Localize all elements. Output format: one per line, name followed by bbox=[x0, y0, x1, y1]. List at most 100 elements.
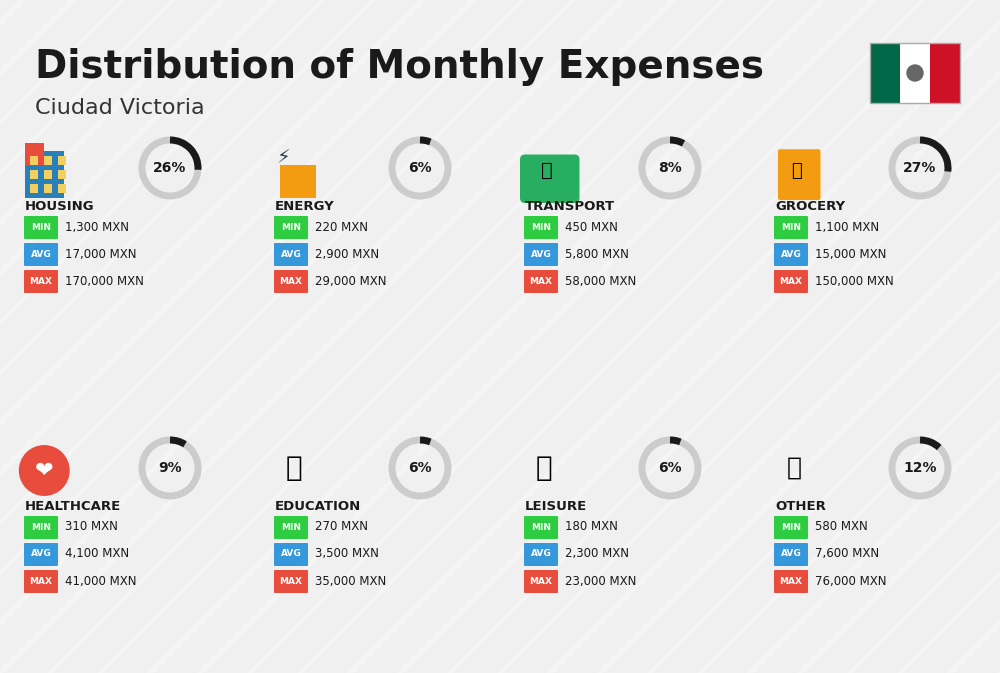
FancyBboxPatch shape bbox=[870, 43, 900, 103]
Text: 23,000 MXN: 23,000 MXN bbox=[565, 575, 636, 588]
Text: Distribution of Monthly Expenses: Distribution of Monthly Expenses bbox=[35, 48, 764, 86]
Text: 8%: 8% bbox=[658, 161, 682, 175]
Text: MIN: MIN bbox=[781, 522, 801, 532]
FancyBboxPatch shape bbox=[274, 243, 308, 266]
Text: GROCERY: GROCERY bbox=[775, 200, 845, 213]
Text: 🚌: 🚌 bbox=[541, 161, 553, 180]
FancyBboxPatch shape bbox=[524, 270, 558, 293]
Text: 41,000 MXN: 41,000 MXN bbox=[65, 575, 136, 588]
Text: 26%: 26% bbox=[153, 161, 187, 175]
FancyBboxPatch shape bbox=[774, 570, 808, 593]
Text: MIN: MIN bbox=[281, 223, 301, 232]
Text: AVG: AVG bbox=[281, 250, 301, 258]
Text: LEISURE: LEISURE bbox=[525, 500, 587, 513]
Text: HEALTHCARE: HEALTHCARE bbox=[25, 500, 121, 513]
FancyBboxPatch shape bbox=[774, 516, 808, 539]
FancyBboxPatch shape bbox=[58, 170, 66, 179]
FancyBboxPatch shape bbox=[774, 216, 808, 239]
FancyBboxPatch shape bbox=[524, 216, 558, 239]
FancyBboxPatch shape bbox=[900, 43, 930, 103]
Text: 220 MXN: 220 MXN bbox=[315, 221, 368, 234]
FancyBboxPatch shape bbox=[774, 243, 808, 266]
Text: 3,500 MXN: 3,500 MXN bbox=[315, 548, 379, 561]
Text: 27%: 27% bbox=[903, 161, 937, 175]
Text: 15,000 MXN: 15,000 MXN bbox=[815, 248, 886, 260]
Text: MAX: MAX bbox=[780, 277, 802, 285]
FancyBboxPatch shape bbox=[274, 516, 308, 539]
Text: 🎓: 🎓 bbox=[286, 454, 303, 482]
FancyBboxPatch shape bbox=[24, 243, 58, 266]
FancyBboxPatch shape bbox=[25, 151, 64, 198]
Text: AVG: AVG bbox=[781, 549, 801, 559]
FancyBboxPatch shape bbox=[58, 184, 66, 193]
Text: HOUSING: HOUSING bbox=[25, 200, 95, 213]
Text: MIN: MIN bbox=[531, 522, 551, 532]
Text: 2,900 MXN: 2,900 MXN bbox=[315, 248, 379, 260]
Text: 4,100 MXN: 4,100 MXN bbox=[65, 548, 129, 561]
Text: AVG: AVG bbox=[531, 549, 551, 559]
FancyBboxPatch shape bbox=[30, 156, 38, 165]
FancyBboxPatch shape bbox=[520, 155, 580, 203]
Text: 7,600 MXN: 7,600 MXN bbox=[815, 548, 879, 561]
FancyBboxPatch shape bbox=[274, 270, 308, 293]
Text: ⚡: ⚡ bbox=[276, 148, 290, 167]
Text: MIN: MIN bbox=[781, 223, 801, 232]
FancyBboxPatch shape bbox=[44, 170, 52, 179]
FancyBboxPatch shape bbox=[524, 243, 558, 266]
FancyBboxPatch shape bbox=[58, 156, 66, 165]
Text: 450 MXN: 450 MXN bbox=[565, 221, 618, 234]
Text: MIN: MIN bbox=[281, 522, 301, 532]
Text: 6%: 6% bbox=[408, 161, 432, 175]
Text: 35,000 MXN: 35,000 MXN bbox=[315, 575, 386, 588]
Text: MIN: MIN bbox=[31, 223, 51, 232]
Text: 🛒: 🛒 bbox=[792, 162, 802, 180]
Text: 6%: 6% bbox=[408, 461, 432, 475]
FancyBboxPatch shape bbox=[274, 216, 308, 239]
Text: 180 MXN: 180 MXN bbox=[565, 520, 618, 534]
Text: 12%: 12% bbox=[903, 461, 937, 475]
FancyBboxPatch shape bbox=[25, 143, 44, 165]
FancyBboxPatch shape bbox=[30, 170, 38, 179]
Text: MAX: MAX bbox=[30, 577, 52, 586]
Text: AVG: AVG bbox=[31, 250, 51, 258]
Text: 150,000 MXN: 150,000 MXN bbox=[815, 275, 894, 287]
Text: 6%: 6% bbox=[658, 461, 682, 475]
FancyBboxPatch shape bbox=[524, 543, 558, 566]
FancyBboxPatch shape bbox=[778, 149, 820, 200]
Text: MIN: MIN bbox=[531, 223, 551, 232]
Text: 1,300 MXN: 1,300 MXN bbox=[65, 221, 129, 234]
Text: AVG: AVG bbox=[781, 250, 801, 258]
Text: EDUCATION: EDUCATION bbox=[275, 500, 361, 513]
Text: MIN: MIN bbox=[31, 522, 51, 532]
Text: 🛍: 🛍 bbox=[536, 454, 553, 482]
Text: 29,000 MXN: 29,000 MXN bbox=[315, 275, 386, 287]
Text: 310 MXN: 310 MXN bbox=[65, 520, 118, 534]
Text: MAX: MAX bbox=[30, 277, 52, 285]
FancyBboxPatch shape bbox=[524, 516, 558, 539]
FancyBboxPatch shape bbox=[524, 570, 558, 593]
FancyBboxPatch shape bbox=[774, 270, 808, 293]
Text: 17,000 MXN: 17,000 MXN bbox=[65, 248, 136, 260]
FancyBboxPatch shape bbox=[280, 165, 316, 198]
FancyBboxPatch shape bbox=[30, 184, 38, 193]
Text: AVG: AVG bbox=[281, 549, 301, 559]
FancyBboxPatch shape bbox=[930, 43, 960, 103]
Text: MAX: MAX bbox=[280, 277, 302, 285]
Text: 1,100 MXN: 1,100 MXN bbox=[815, 221, 879, 234]
Text: 5,800 MXN: 5,800 MXN bbox=[565, 248, 629, 260]
Text: MAX: MAX bbox=[280, 577, 302, 586]
Text: 76,000 MXN: 76,000 MXN bbox=[815, 575, 887, 588]
Text: AVG: AVG bbox=[31, 549, 51, 559]
Text: 2,300 MXN: 2,300 MXN bbox=[565, 548, 629, 561]
FancyBboxPatch shape bbox=[24, 270, 58, 293]
Text: 58,000 MXN: 58,000 MXN bbox=[565, 275, 636, 287]
Text: OTHER: OTHER bbox=[775, 500, 826, 513]
FancyBboxPatch shape bbox=[44, 156, 52, 165]
Text: 170,000 MXN: 170,000 MXN bbox=[65, 275, 144, 287]
FancyBboxPatch shape bbox=[774, 543, 808, 566]
Text: TRANSPORT: TRANSPORT bbox=[525, 200, 615, 213]
Text: ENERGY: ENERGY bbox=[275, 200, 335, 213]
Text: MAX: MAX bbox=[530, 277, 552, 285]
Text: 580 MXN: 580 MXN bbox=[815, 520, 868, 534]
Text: Ciudad Victoria: Ciudad Victoria bbox=[35, 98, 205, 118]
